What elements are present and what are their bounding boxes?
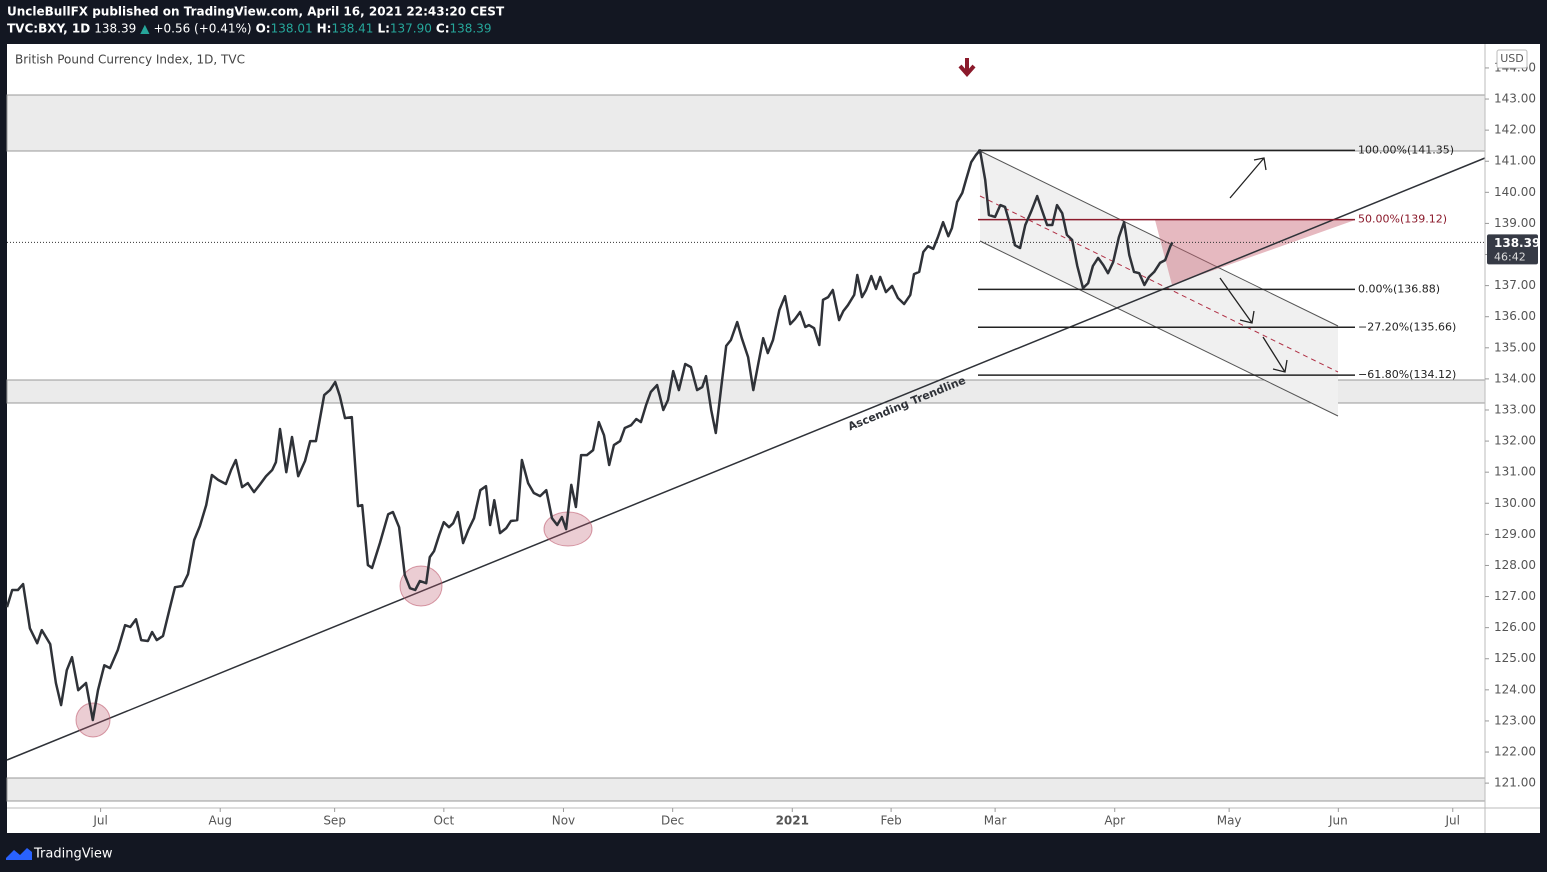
fib-label: 100.00%(141.35) <box>1358 143 1454 156</box>
y-tick-label: 130.00 <box>1494 496 1536 510</box>
header-text: L: <box>377 22 389 36</box>
channel-mid <box>979 195 1339 373</box>
header-text: 138.39 <box>450 22 492 36</box>
x-tick-label: Jul <box>92 814 107 828</box>
y-tick-label: 133.00 <box>1494 402 1536 416</box>
arrows <box>1219 157 1288 373</box>
price-badge <box>1487 234 1538 265</box>
countdown: 46:42 <box>1494 250 1526 263</box>
currency: USD <box>1500 52 1524 65</box>
fib-label: −61.80%(134.12) <box>1358 368 1456 381</box>
x-tick-label: Mar <box>984 814 1007 828</box>
symbol-line: TVC:BXY, 1D 138.39 ▲ +0.56 (+0.41%) O: 138.01… <box>7 22 492 36</box>
y-tick-label: 136.00 <box>1494 309 1536 323</box>
publisher: UncleBullFX published on TradingView.com… <box>7 5 505 19</box>
last-price: 138.39 <box>1494 236 1540 250</box>
currency-box <box>1496 49 1528 69</box>
y-tick-label: 129.00 <box>1494 527 1536 541</box>
chart-title: British Pound Currency Index, 1D, TVC <box>15 53 245 67</box>
y-tick-label: 137.00 <box>1494 278 1536 292</box>
fib-label: 0.00%(136.88) <box>1358 282 1440 295</box>
channel-lower <box>979 240 1339 417</box>
y-tick-label: 132.00 <box>1494 434 1536 448</box>
header-text: H: <box>317 22 332 36</box>
zone <box>6 94 1486 152</box>
header-text: 137.90 <box>390 22 432 36</box>
channel-upper <box>979 150 1339 327</box>
x-tick-label: Oct <box>433 814 454 828</box>
y-tick-label: 121.00 <box>1494 776 1536 790</box>
header-text: 138.41 <box>331 22 373 36</box>
price-line <box>5 149 1174 722</box>
y-tick-label: 142.00 <box>1494 123 1536 137</box>
y-tick-label: 131.00 <box>1494 465 1536 479</box>
trendline <box>6 157 1486 761</box>
y-tick-label: 126.00 <box>1494 620 1536 634</box>
x-tick-label: Apr <box>1104 814 1125 828</box>
y-tick-label: 122.00 <box>1494 745 1536 759</box>
y-tick-label: 128.00 <box>1494 558 1536 572</box>
x-tick-label: Nov <box>552 814 575 828</box>
header-text: O: <box>256 22 271 36</box>
plot-background <box>7 44 1540 833</box>
x-tick-label: Dec <box>661 814 684 828</box>
header-text: +0.56 (+0.41%) <box>153 22 251 36</box>
y-tick-label: 141.00 <box>1494 154 1536 168</box>
header-text: 138.39 <box>94 22 136 36</box>
y-tick-label: 127.00 <box>1494 589 1536 603</box>
y-tick-label: 134.00 <box>1494 371 1536 385</box>
header-text: TVC:BXY, 1D <box>7 22 90 36</box>
fib-label: 50.00%(139.12) <box>1358 213 1447 226</box>
touch-circle <box>399 565 443 607</box>
x-tick-label: Feb <box>880 814 901 828</box>
signal-arrow <box>958 58 976 78</box>
highlight <box>1155 220 1355 285</box>
header-text: ▲ <box>140 22 150 36</box>
plot: 121.00 122.00 123.00 124.00 125.00 126.00 127.… <box>5 60 1540 828</box>
header-text: C: <box>436 22 450 36</box>
y-tick-label: 139.00 <box>1494 216 1536 230</box>
zone <box>6 379 1486 404</box>
y-tick-label: 123.00 <box>1494 713 1536 727</box>
x-tick-label: May <box>1217 814 1242 828</box>
x-tick-label: Jun <box>1328 814 1348 828</box>
header-text: 138.01 <box>271 22 313 36</box>
x-tick-label: 2021 <box>776 814 809 828</box>
brand: TradingView <box>33 847 113 862</box>
x-tick-label: Jul <box>1445 814 1460 828</box>
zone <box>6 777 1486 802</box>
x-tick-label: Sep <box>323 814 346 828</box>
y-tick-label: 125.00 <box>1494 651 1536 665</box>
y-tick-label: 135.00 <box>1494 340 1536 354</box>
y-tick-label: 140.00 <box>1494 185 1536 199</box>
logo <box>6 848 32 860</box>
y-tick-label: 143.00 <box>1494 92 1536 106</box>
y-tick-label: 124.00 <box>1494 682 1536 696</box>
fib-label: −27.20%(135.66) <box>1358 320 1456 333</box>
x-tick-label: Aug <box>209 814 232 828</box>
